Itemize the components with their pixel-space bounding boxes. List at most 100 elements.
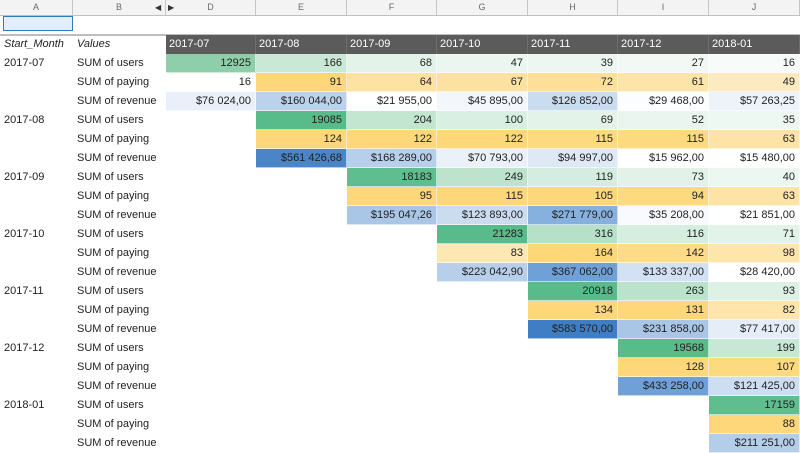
value-cell[interactable] <box>347 396 437 415</box>
value-cell[interactable] <box>166 396 256 415</box>
column-header-e[interactable]: E <box>256 0 347 15</box>
value-cell[interactable]: 134 <box>528 301 618 320</box>
value-cell[interactable] <box>347 225 437 244</box>
value-cell[interactable]: $223 042,90 <box>437 263 528 282</box>
value-cell[interactable]: 115 <box>437 187 528 206</box>
value-cell[interactable] <box>256 396 347 415</box>
value-cell[interactable]: $195 047,26 <box>347 206 437 225</box>
value-cell[interactable] <box>166 434 256 453</box>
value-cell[interactable]: $271 779,00 <box>528 206 618 225</box>
value-cell[interactable]: $160 044,00 <box>256 92 347 111</box>
value-cell[interactable]: $35 208,00 <box>618 206 709 225</box>
value-cell[interactable]: 73 <box>618 168 709 187</box>
value-cell[interactable]: 20918 <box>528 282 618 301</box>
value-cell[interactable]: 122 <box>347 130 437 149</box>
value-cell[interactable]: $168 289,00 <box>347 149 437 168</box>
value-cell[interactable]: 18183 <box>347 168 437 187</box>
collapse-left-icon[interactable]: ◀ <box>155 3 162 12</box>
start-month-cell[interactable]: 2017-12 <box>4 342 45 354</box>
value-cell[interactable]: 82 <box>709 301 800 320</box>
value-cell[interactable] <box>437 377 528 396</box>
value-cell[interactable]: 19085 <box>256 111 347 130</box>
value-label-cell[interactable]: SUM of revenue <box>77 437 157 449</box>
value-label-cell[interactable]: SUM of paying <box>77 190 150 202</box>
column-header-d[interactable]: D <box>166 0 256 15</box>
value-cell[interactable] <box>528 377 618 396</box>
value-cell[interactable] <box>256 320 347 339</box>
value-cell[interactable]: $94 997,00 <box>528 149 618 168</box>
value-cell[interactable]: 204 <box>347 111 437 130</box>
value-cell[interactable]: 35 <box>709 111 800 130</box>
value-cell[interactable] <box>166 187 256 206</box>
value-cell[interactable]: 166 <box>256 54 347 73</box>
value-cell[interactable]: $121 425,00 <box>709 377 800 396</box>
value-label-cell[interactable]: SUM of users <box>77 114 144 126</box>
value-cell[interactable] <box>256 434 347 453</box>
value-cell[interactable]: $70 793,00 <box>437 149 528 168</box>
value-cell[interactable] <box>166 282 256 301</box>
value-cell[interactable] <box>347 282 437 301</box>
value-cell[interactable] <box>256 225 347 244</box>
month-header[interactable]: 2017-09 <box>347 35 437 54</box>
value-cell[interactable]: $57 263,25 <box>709 92 800 111</box>
value-cell[interactable]: $433 258,00 <box>618 377 709 396</box>
value-cell[interactable]: 61 <box>618 73 709 92</box>
value-cell[interactable]: 39 <box>528 54 618 73</box>
value-cell[interactable]: 249 <box>437 168 528 187</box>
start-month-cell[interactable] <box>0 415 73 434</box>
value-cell[interactable] <box>256 282 347 301</box>
value-cell[interactable] <box>256 206 347 225</box>
value-cell[interactable] <box>437 396 528 415</box>
value-cell[interactable]: $28 420,00 <box>709 263 800 282</box>
value-label-cell[interactable]: SUM of paying <box>77 418 150 430</box>
value-cell[interactable] <box>166 130 256 149</box>
value-cell[interactable]: 128 <box>618 358 709 377</box>
value-cell[interactable]: 100 <box>437 111 528 130</box>
value-cell[interactable]: $29 468,00 <box>618 92 709 111</box>
value-cell[interactable]: 199 <box>709 339 800 358</box>
value-cell[interactable] <box>256 301 347 320</box>
value-label-cell[interactable]: SUM of revenue <box>77 323 157 335</box>
value-label-cell[interactable]: SUM of paying <box>77 304 150 316</box>
value-cell[interactable]: 16 <box>709 54 800 73</box>
value-cell[interactable]: $133 337,00 <box>618 263 709 282</box>
column-header-g[interactable]: G <box>437 0 528 15</box>
value-cell[interactable] <box>166 149 256 168</box>
value-cell[interactable]: $15 480,00 <box>709 149 800 168</box>
value-cell[interactable]: $77 417,00 <box>709 320 800 339</box>
value-cell[interactable]: 52 <box>618 111 709 130</box>
value-cell[interactable]: $21 955,00 <box>347 92 437 111</box>
start-month-cell[interactable] <box>0 320 73 339</box>
value-cell[interactable] <box>166 111 256 130</box>
value-cell[interactable]: 164 <box>528 244 618 263</box>
value-label-cell[interactable]: SUM of users <box>77 171 144 183</box>
value-cell[interactable]: 263 <box>618 282 709 301</box>
start-month-cell[interactable] <box>0 206 73 225</box>
value-label-cell[interactable]: SUM of revenue <box>77 380 157 392</box>
value-cell[interactable] <box>256 263 347 282</box>
value-cell[interactable]: 49 <box>709 73 800 92</box>
value-cell[interactable]: 93 <box>709 282 800 301</box>
value-label-cell[interactable]: SUM of revenue <box>77 209 157 221</box>
value-cell[interactable]: 116 <box>618 225 709 244</box>
column-header-f[interactable]: F <box>347 0 437 15</box>
value-cell[interactable]: 105 <box>528 187 618 206</box>
value-cell[interactable]: $21 851,00 <box>709 206 800 225</box>
value-cell[interactable] <box>437 339 528 358</box>
value-cell[interactable]: $367 062,00 <box>528 263 618 282</box>
start-month-cell[interactable]: 2017-08 <box>4 114 45 126</box>
column-header-i[interactable]: I <box>618 0 709 15</box>
value-cell[interactable]: 98 <box>709 244 800 263</box>
value-label-cell[interactable]: SUM of users <box>77 342 144 354</box>
value-cell[interactable]: $15 962,00 <box>618 149 709 168</box>
value-label-cell[interactable]: SUM of users <box>77 228 144 240</box>
value-cell[interactable]: $76 024,00 <box>166 92 256 111</box>
value-cell[interactable]: $231 858,00 <box>618 320 709 339</box>
value-cell[interactable]: 316 <box>528 225 618 244</box>
column-header-b[interactable]: B <box>73 0 166 15</box>
value-cell[interactable] <box>437 320 528 339</box>
value-cell[interactable]: 124 <box>256 130 347 149</box>
value-cell[interactable]: 21283 <box>437 225 528 244</box>
start-month-cell[interactable] <box>0 301 73 320</box>
start-month-cell[interactable] <box>0 434 73 453</box>
